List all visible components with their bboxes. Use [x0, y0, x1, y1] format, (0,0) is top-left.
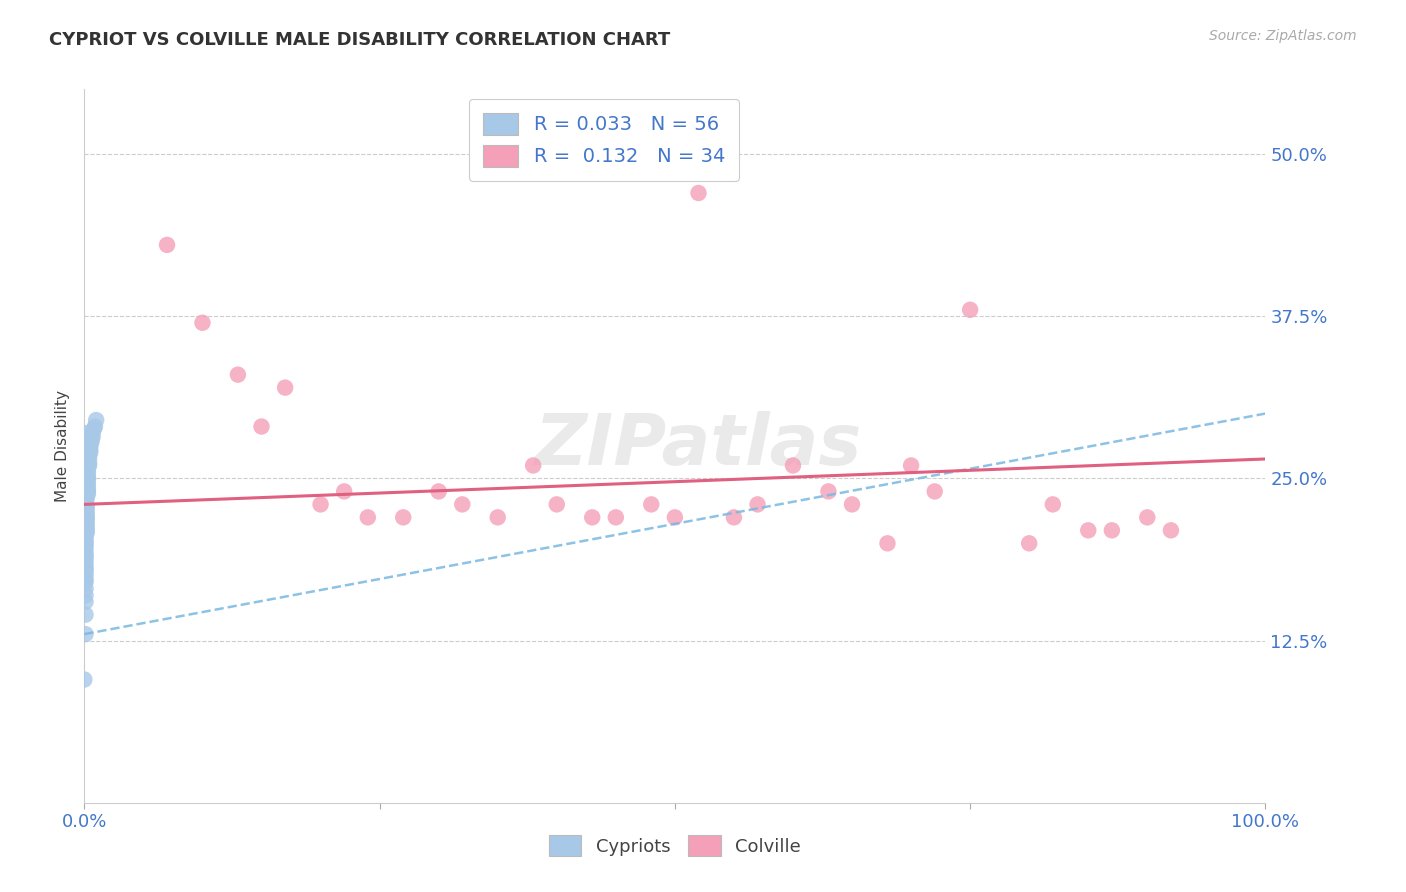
Point	[486, 510, 509, 524]
Point	[451, 497, 474, 511]
Point	[75, 573, 97, 587]
Legend: Cypriots, Colville: Cypriots, Colville	[540, 826, 810, 865]
Point	[75, 607, 97, 622]
Point	[76, 513, 98, 527]
Point	[77, 474, 100, 488]
Point	[75, 552, 97, 566]
Point	[83, 422, 105, 436]
Point	[392, 510, 415, 524]
Point	[191, 316, 214, 330]
Point	[782, 458, 804, 473]
Point	[1077, 524, 1099, 538]
Point	[309, 497, 332, 511]
Point	[333, 484, 356, 499]
Point	[546, 497, 568, 511]
Point	[427, 484, 450, 499]
Point	[77, 452, 100, 467]
Point	[1018, 536, 1040, 550]
Point	[77, 448, 100, 462]
Point	[75, 565, 97, 579]
Point	[75, 549, 97, 564]
Point	[841, 497, 863, 511]
Point	[77, 471, 100, 485]
Point	[900, 458, 922, 473]
Point	[75, 556, 97, 570]
Point	[75, 568, 97, 582]
Point	[75, 539, 97, 553]
Point	[77, 458, 100, 473]
Point	[76, 521, 98, 535]
Point	[75, 536, 97, 550]
Point	[77, 468, 100, 483]
Point	[76, 500, 98, 514]
Point	[1160, 524, 1182, 538]
Point	[876, 536, 898, 550]
Point	[76, 504, 98, 518]
Point	[79, 445, 101, 459]
Text: Source: ZipAtlas.com: Source: ZipAtlas.com	[1209, 29, 1357, 43]
Point	[75, 582, 97, 596]
Point	[75, 588, 97, 602]
Point	[77, 456, 100, 470]
Point	[959, 302, 981, 317]
Point	[156, 238, 179, 252]
Point	[1042, 497, 1064, 511]
Point	[723, 510, 745, 524]
Y-axis label: Male Disability: Male Disability	[55, 390, 70, 502]
Point	[1101, 524, 1123, 538]
Point	[80, 435, 103, 450]
Point	[250, 419, 273, 434]
Point	[76, 516, 98, 531]
Point	[76, 510, 98, 524]
Point	[77, 482, 100, 496]
Point	[274, 381, 297, 395]
Point	[77, 487, 100, 501]
Point	[75, 562, 97, 576]
Point	[688, 186, 710, 200]
Point	[76, 525, 98, 540]
Point	[73, 425, 96, 440]
Point	[76, 497, 98, 511]
Point	[77, 478, 100, 492]
Point	[75, 595, 97, 609]
Point	[640, 497, 662, 511]
Point	[747, 497, 769, 511]
Point	[75, 627, 97, 641]
Point	[77, 484, 100, 499]
Point	[924, 484, 946, 499]
Point	[80, 433, 103, 447]
Point	[75, 542, 97, 557]
Point	[605, 510, 627, 524]
Point	[817, 484, 839, 499]
Point	[76, 491, 98, 505]
Point	[226, 368, 249, 382]
Point	[77, 461, 100, 475]
Point	[75, 547, 97, 561]
Point	[522, 458, 544, 473]
Point	[79, 442, 101, 457]
Point	[84, 413, 107, 427]
Point	[79, 439, 101, 453]
Point	[76, 508, 98, 522]
Point	[76, 524, 98, 538]
Point	[581, 510, 603, 524]
Point	[664, 510, 686, 524]
Point	[84, 419, 107, 434]
Text: CYPRIOT VS COLVILLE MALE DISABILITY CORRELATION CHART: CYPRIOT VS COLVILLE MALE DISABILITY CORR…	[49, 31, 671, 49]
Point	[75, 559, 97, 574]
Point	[357, 510, 380, 524]
Point	[82, 425, 104, 440]
Point	[77, 465, 100, 479]
Point	[73, 673, 96, 687]
Text: ZIPatlas: ZIPatlas	[534, 411, 862, 481]
Point	[75, 533, 97, 548]
Point	[82, 430, 104, 444]
Point	[1136, 510, 1159, 524]
Point	[75, 575, 97, 590]
Point	[75, 530, 97, 544]
